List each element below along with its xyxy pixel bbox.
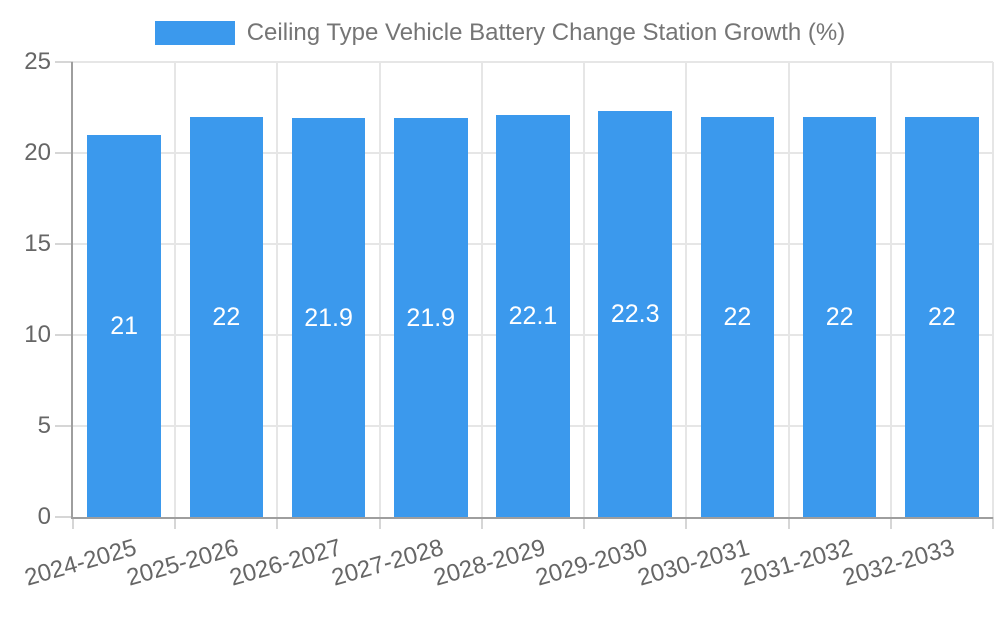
bar-value-label: 21 [110,311,138,340]
legend-color-swatch [154,21,235,45]
gridline-vertical [174,62,177,517]
bar-value-label: 22 [723,302,752,331]
y-tick-label: 20 [24,139,51,166]
bar[interactable] [700,116,775,517]
bar-value-label: 22 [825,302,854,331]
y-tick-mark [55,61,73,63]
y-tick-label: 5 [37,412,51,439]
bar[interactable] [496,114,570,517]
gridline-vertical [276,62,279,517]
bar[interactable] [393,118,468,517]
legend-label: Ceiling Type Vehicle Battery Change Stat… [246,19,846,46]
y-tick-label: 0 [37,503,51,530]
y-tick-mark [55,243,73,245]
x-tick-mark [72,517,74,529]
x-tick-mark [992,517,994,529]
bar-value-label: 22.1 [508,301,558,330]
gridline-vertical [480,62,483,517]
x-tick-mark [174,517,177,529]
x-tick-mark [787,517,790,529]
y-tick-mark [55,425,73,427]
x-tick-mark [889,517,892,529]
bar[interactable] [905,116,979,517]
y-tick-label: 15 [24,230,51,257]
x-axis-line [71,517,993,519]
bar[interactable] [598,111,673,517]
y-tick-mark [55,334,73,336]
x-tick-mark [480,517,483,529]
bar[interactable] [802,116,877,517]
bar-chart: Ceiling Type Vehicle Battery Change Stat… [0,19,1000,592]
x-tick-mark [378,517,381,529]
gridline-vertical [787,62,790,517]
chart-legend[interactable]: Ceiling Type Vehicle Battery Change Stat… [0,19,1000,47]
y-tick-mark [55,516,73,518]
y-tick-label: 25 [24,48,51,75]
bar-value-label: 22.3 [610,300,660,329]
gridline-vertical [685,62,688,517]
gridline-vertical [889,62,892,517]
y-tick-mark [55,152,73,154]
bar[interactable] [189,116,264,517]
y-axis-line [71,62,73,519]
bar-value-label: 21.9 [406,303,456,332]
gridline-horizontal [73,61,993,63]
bar-value-label: 21.9 [304,303,353,332]
bar-value-label: 22 [212,302,241,331]
y-tick-label: 10 [24,321,51,348]
plot-area: 0 5 10 15 20 25 21 2024-2025 22 2025-2026 21.9 2026… [22,48,994,592]
bar-value-label: 22 [927,302,956,331]
bar[interactable] [291,118,366,517]
bar[interactable] [87,134,161,517]
gridline-vertical [992,62,994,517]
x-tick-mark [276,517,279,529]
gridline-vertical [583,62,586,517]
x-tick-mark [685,517,688,529]
x-tick-mark [583,517,586,529]
gridline-vertical [378,62,381,517]
